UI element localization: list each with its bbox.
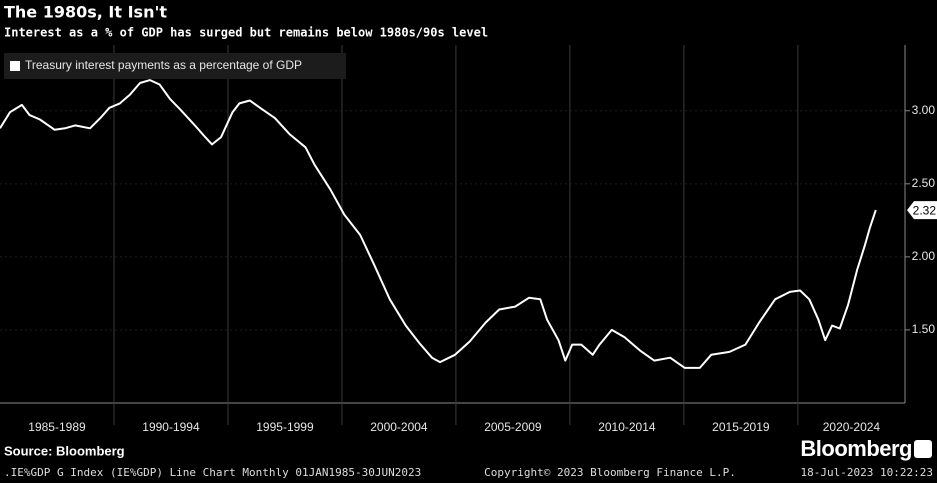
legend: Treasury interest payments as a percenta… — [4, 53, 346, 79]
y-tick-label: 2.00 — [912, 249, 936, 263]
legend-box — [4, 53, 346, 79]
x-tick-label: 1995-1999 — [256, 420, 314, 434]
footer-copyright: Copyright© 2023 Bloomberg Finance L.P. — [484, 466, 736, 479]
x-tick-label: 2000-2004 — [370, 420, 428, 434]
logo-icon — [914, 440, 932, 458]
y-tick-label: 2.50 — [912, 176, 936, 190]
x-tick-label: 2005-2009 — [484, 420, 542, 434]
x-tick-label: 2010-2014 — [598, 420, 656, 434]
line — [0, 79, 877, 369]
x-tick-label: 2015-2019 — [712, 420, 770, 434]
y-tick-label: 1.50 — [912, 322, 936, 336]
logo: Bloomberg — [800, 436, 912, 461]
legend-swatch — [10, 61, 20, 71]
y-tick-label: 3.00 — [912, 103, 936, 117]
footer-ticker: .IE%GDP G Index (IE%GDP) Line Chart Mont… — [4, 466, 421, 479]
legend-label: Treasury interest payments as a percenta… — [25, 58, 302, 72]
last-value-label: 2.32 — [913, 203, 937, 217]
footer-timestamp: 18-Jul-2023 10:22:23 — [801, 466, 933, 479]
x-tick-label: 2020-2024 — [823, 420, 881, 434]
chart-subtitle: Interest as a % of GDP has surged but re… — [4, 26, 488, 40]
source: Source: Bloomberg — [4, 443, 125, 458]
last-value-tag — [907, 201, 937, 220]
chart-title: The 1980s, It Isn't — [4, 3, 167, 22]
x-tick-label: 1985-1989 — [28, 420, 86, 434]
x-tick-label: 1990-1994 — [142, 420, 200, 434]
